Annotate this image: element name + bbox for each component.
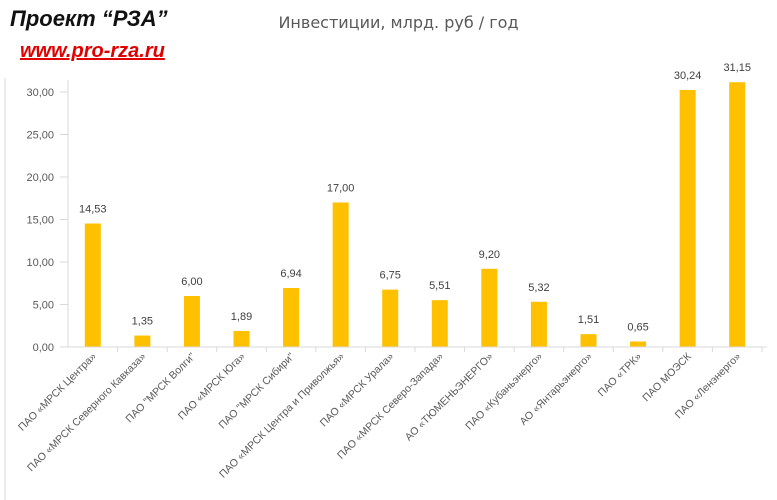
bar [233, 330, 250, 347]
x-category-label: ПАО «МРСК Центра» [16, 351, 99, 434]
data-label: 1,35 [132, 316, 153, 328]
bar [580, 334, 597, 347]
y-tick-label: 30,00 [26, 87, 54, 99]
data-label: 31,15 [723, 62, 751, 74]
x-category-label: ПАО «ТРК» [596, 351, 645, 400]
bar [382, 289, 399, 347]
brand-title: Проект “РЗА” [10, 6, 168, 31]
data-label: 0,65 [627, 321, 648, 333]
y-tick-label: 10,00 [26, 257, 54, 269]
y-tick-label: 5,00 [33, 300, 54, 312]
data-label: 6,94 [280, 268, 301, 280]
bar [630, 341, 647, 347]
y-tick-label: 0,00 [33, 342, 54, 354]
data-label: 5,51 [429, 280, 450, 292]
bars-group: 14,53 1,35 6,00 1,89 6,94 17,00 6,75 5,51 9,20 5,… [79, 62, 751, 348]
data-label: 9,20 [479, 249, 500, 261]
data-label: 6,75 [380, 270, 401, 282]
y-axis: 0,00 5,00 10,00 15,00 20,00 25,00 30,00 [26, 80, 69, 354]
bar [183, 296, 200, 347]
data-label: 1,89 [231, 311, 252, 323]
data-label: 14,53 [79, 203, 107, 215]
data-label: 17,00 [327, 183, 355, 195]
chart-title: Инвестиции, млрд. руб / год [278, 13, 519, 32]
bar [134, 335, 151, 347]
data-label: 5,32 [528, 282, 549, 294]
bar [530, 301, 547, 347]
brand-url-link[interactable]: www.pro-rza.ru [20, 40, 165, 62]
bar [84, 223, 101, 347]
data-label: 1,51 [578, 314, 599, 326]
x-category-label: АО «ТЮМЕНЬЭНЕРГО» [403, 351, 496, 444]
bar [332, 202, 349, 347]
bar [283, 288, 300, 347]
data-label: 6,00 [181, 276, 202, 288]
bar [431, 300, 448, 347]
y-tick-label: 20,00 [26, 172, 54, 184]
x-category-label: ПАО МОЭСК [640, 350, 694, 404]
y-tick-label: 25,00 [26, 130, 54, 142]
x-axis: ПАО «МРСК Центра»ПАО «МРСК Северного Кав… [16, 346, 767, 480]
x-category-label: ПАО «МРСК Северо-Запада» [335, 351, 446, 462]
y-tick-label: 15,00 [26, 215, 54, 227]
bar [679, 89, 696, 348]
bar [481, 268, 498, 347]
bar [729, 82, 746, 347]
data-label: 30,24 [674, 70, 702, 82]
